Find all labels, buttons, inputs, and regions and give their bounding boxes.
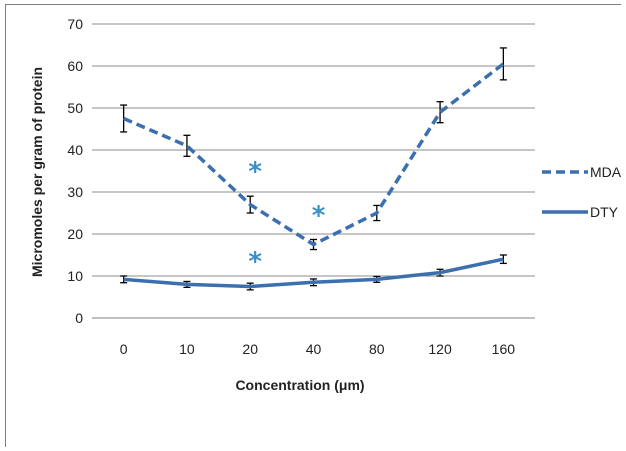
x-tick-label: 20 <box>242 341 258 357</box>
legend-label-mda: MDA <box>590 164 622 180</box>
significance-markers: * * * <box>248 157 325 277</box>
y-tick-labels: 0 10 20 30 40 50 60 70 <box>67 16 83 326</box>
x-tick-label: 0 <box>120 341 128 357</box>
y-tick-label: 60 <box>67 58 83 74</box>
legend: MDA DTY <box>542 164 622 220</box>
x-tick-label: 10 <box>179 341 195 357</box>
y-tick-label: 30 <box>67 184 83 200</box>
y-tick-label: 20 <box>67 226 83 242</box>
y-tick-label: 10 <box>67 268 83 284</box>
significance-asterisk: * <box>248 157 262 187</box>
x-tick-label: 80 <box>369 341 385 357</box>
y-axis-title: Micromoles per gram of protein <box>29 67 45 277</box>
legend-label-dty: DTY <box>590 204 619 220</box>
x-axis-title: Concentration (μm) <box>235 377 364 393</box>
y-tick-label: 70 <box>67 16 83 32</box>
y-tick-label: 50 <box>67 100 83 116</box>
y-tick-label: 40 <box>67 142 83 158</box>
significance-asterisk: * <box>312 201 326 231</box>
error-bars <box>120 48 507 290</box>
x-tick-labels: 0 10 20 40 80 120 160 <box>120 341 516 357</box>
gridlines <box>92 24 535 318</box>
x-tick-label: 160 <box>492 341 516 357</box>
significance-asterisk: * <box>248 247 262 277</box>
y-tick-label: 0 <box>75 310 83 326</box>
x-tick-label: 120 <box>428 341 452 357</box>
series-lines <box>124 64 504 287</box>
x-tick-label: 40 <box>306 341 322 357</box>
series-line-dty <box>124 259 504 286</box>
